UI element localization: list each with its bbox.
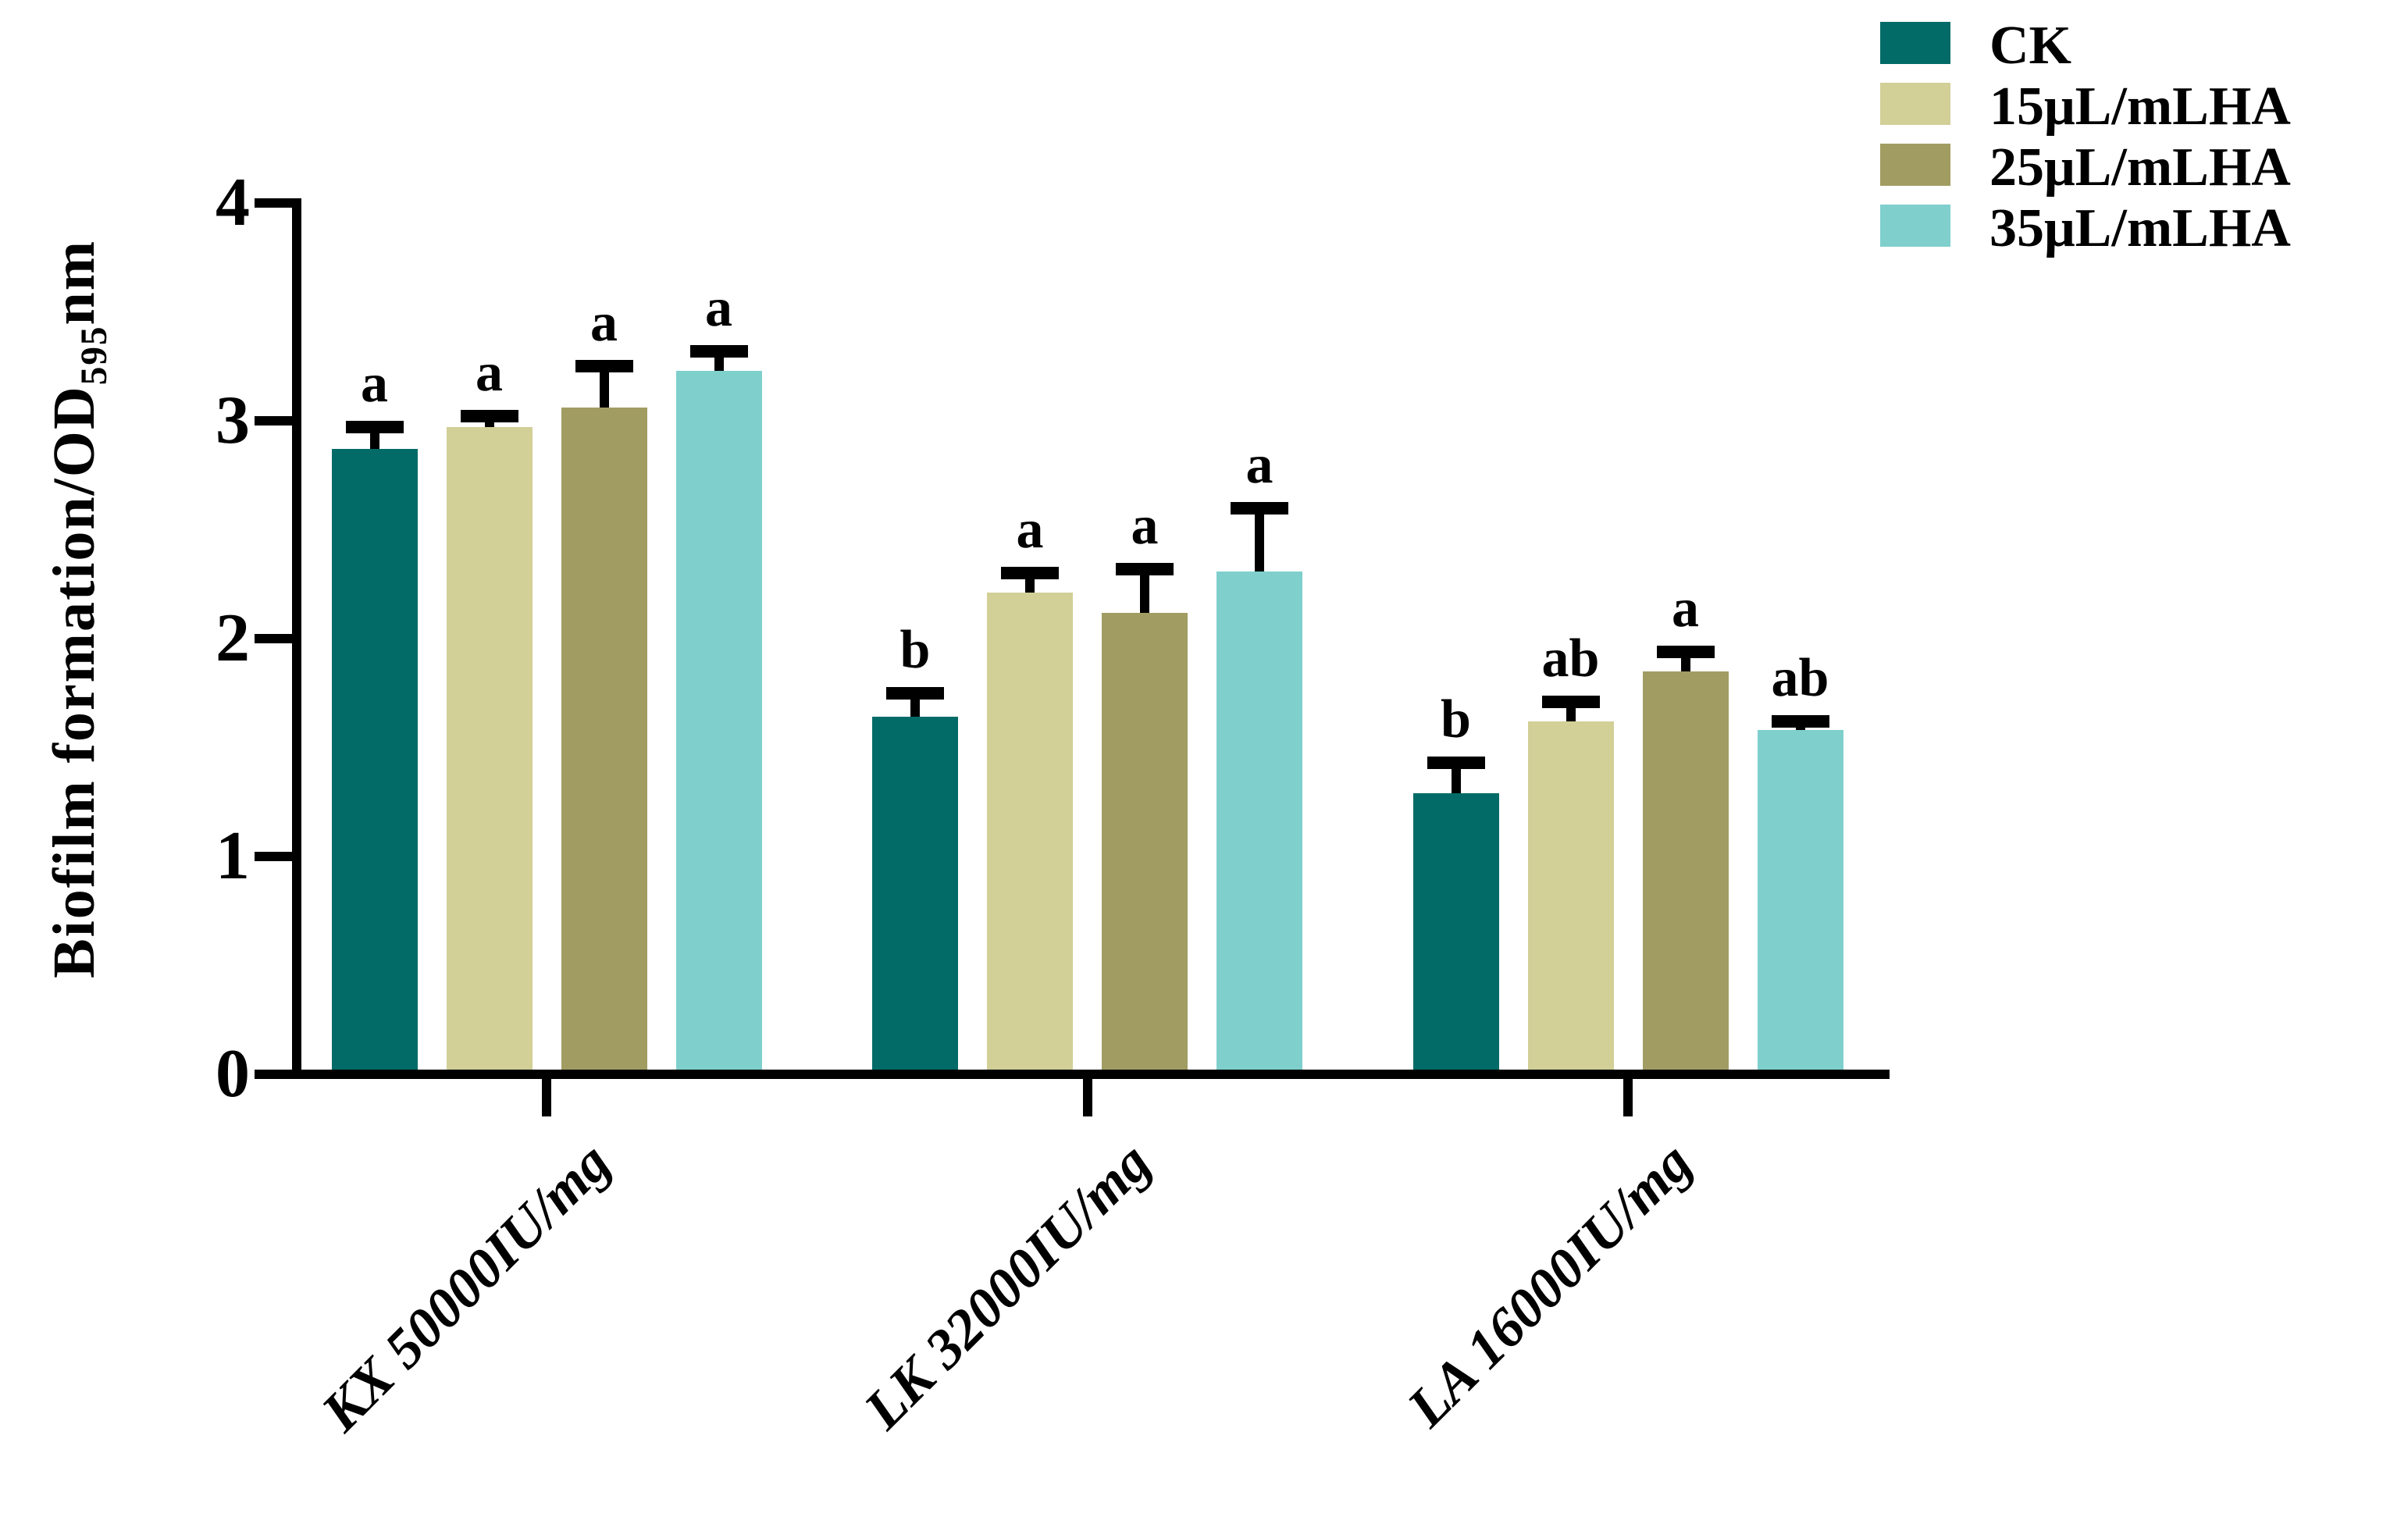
significance-letter: a — [476, 343, 503, 404]
category-label: KX 50000IU/mg — [309, 1131, 622, 1444]
y-axis-title-subscript: 595 — [74, 325, 116, 386]
legend-label: 25μL/mLHA — [1989, 137, 2291, 198]
error-bar-cap — [1001, 567, 1059, 580]
significance-letter: b — [899, 619, 931, 680]
bar — [1216, 571, 1302, 1074]
x-axis-tick — [1623, 1079, 1633, 1116]
legend-item: CK — [1880, 16, 2291, 77]
error-bar-stem — [599, 366, 609, 408]
error-bar-cap — [1427, 757, 1485, 770]
bar — [675, 370, 762, 1074]
legend-label: CK — [1989, 16, 2071, 76]
error-bar-cap — [575, 360, 633, 373]
error-bar-cap — [1656, 645, 1715, 658]
significance-letter: a — [1131, 495, 1159, 556]
y-axis-tick-label: 0 — [216, 1036, 250, 1112]
error-bar-cap — [1771, 715, 1829, 728]
y-axis-tick-label: 2 — [216, 600, 250, 676]
error-bar-stem — [1451, 763, 1461, 794]
error-bar-cap — [1231, 501, 1288, 515]
legend-swatch — [1880, 22, 1950, 64]
legend-item: 15μL/mLHA — [1880, 77, 2291, 137]
error-bar-cap — [1541, 695, 1600, 708]
bar — [1412, 793, 1499, 1074]
legend-swatch — [1880, 205, 1950, 247]
bar — [1642, 671, 1729, 1074]
error-bar-cap — [345, 421, 404, 434]
significance-letter: b — [1441, 689, 1471, 750]
category-label: LA 16000IU/mg — [1395, 1131, 1704, 1439]
bar — [1757, 730, 1843, 1074]
x-axis-line — [292, 1070, 1890, 1079]
y-axis-tick — [255, 634, 292, 643]
error-bar-stem — [1255, 507, 1264, 572]
legend-item: 35μL/mLHA — [1880, 198, 2291, 259]
significance-letter: a — [1672, 578, 1699, 639]
bar — [446, 427, 533, 1074]
legend-swatch — [1880, 144, 1950, 186]
category-label: LK 32000IU/mg — [852, 1131, 1163, 1441]
significance-letter: a — [705, 277, 732, 338]
bar — [331, 449, 418, 1074]
error-bar-stem — [1140, 568, 1149, 613]
error-bar-cap — [689, 344, 748, 358]
y-axis-tick — [255, 852, 292, 861]
y-axis-tick — [255, 416, 292, 426]
x-axis-tick — [1082, 1079, 1092, 1116]
error-bar-cap — [1116, 562, 1174, 575]
legend-label: 15μL/mLHA — [1989, 77, 2291, 137]
significance-letter: ab — [1541, 628, 1600, 689]
bar — [872, 717, 958, 1074]
bar — [561, 408, 647, 1074]
legend-swatch — [1880, 83, 1950, 125]
error-bar-cap — [886, 686, 944, 700]
significance-letter: a — [1245, 434, 1273, 495]
bar — [987, 593, 1073, 1074]
legend: CK 15μL/mLHA 25μL/mLHA 35μL/mLHA — [1880, 16, 2291, 259]
bar — [1102, 612, 1188, 1074]
y-axis-tick-label: 1 — [216, 818, 250, 894]
y-axis-tick — [255, 1070, 292, 1079]
legend-label: 35μL/mLHA — [1989, 198, 2291, 258]
y-axis-tick-label: 4 — [216, 165, 250, 240]
y-axis-tick-label: 3 — [216, 383, 250, 458]
significance-letter: a — [361, 354, 388, 415]
significance-letter: a — [1016, 500, 1044, 561]
legend-item: 25μL/mLHA — [1880, 137, 2291, 198]
y-axis-tick — [255, 198, 292, 208]
error-bar-cap — [460, 410, 518, 423]
y-axis-line — [292, 198, 301, 1079]
bar — [1527, 721, 1614, 1074]
significance-letter: ab — [1771, 648, 1829, 709]
y-axis-title-unit: nm — [41, 239, 107, 326]
x-axis-tick — [542, 1079, 551, 1116]
significance-letter: a — [590, 293, 618, 354]
